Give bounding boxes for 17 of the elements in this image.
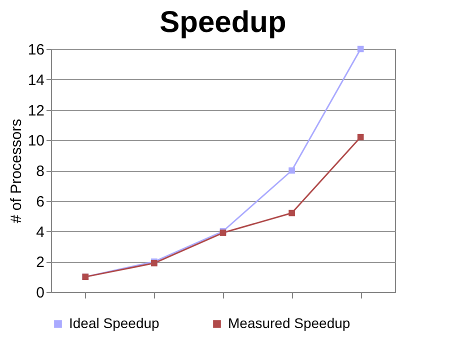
point xyxy=(288,210,295,216)
y-axis-title: # of Processors xyxy=(8,118,25,224)
legend-label: Measured Speedup xyxy=(228,315,350,331)
y-tick-label: 6 xyxy=(36,193,44,210)
point xyxy=(288,167,295,174)
point xyxy=(357,134,364,140)
y-tick-label: 16 xyxy=(28,42,44,58)
y-tick-label: 10 xyxy=(28,132,44,150)
y-tick-label: 4 xyxy=(36,224,44,241)
y-tick-label: 14 xyxy=(28,72,44,89)
legend-label: Ideal Speedup xyxy=(69,315,160,331)
chart-title: Speedup xyxy=(160,6,286,39)
y-tick-label: 12 xyxy=(28,102,44,120)
point xyxy=(357,46,364,52)
y-tick-label: 0 xyxy=(36,284,44,302)
y-tick-label: 8 xyxy=(36,163,44,180)
y-tick-label: 2 xyxy=(36,254,44,272)
